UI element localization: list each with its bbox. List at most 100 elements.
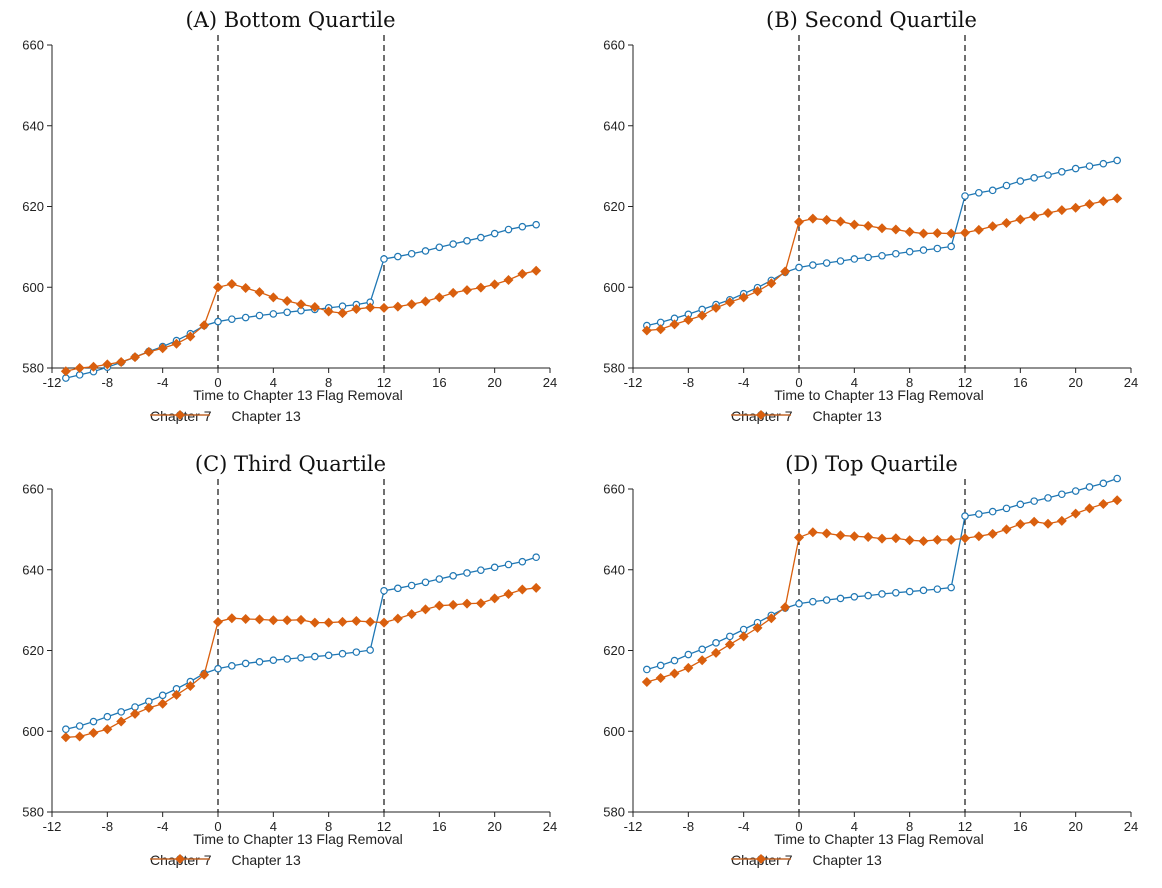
data-point-chapter-13 (1015, 519, 1026, 530)
data-point-chapter-13 (88, 361, 99, 372)
x-tick-label: 8 (325, 375, 332, 390)
data-point-chapter-7 (809, 261, 817, 269)
legend-label-chapter-13: Chapter 13 (231, 408, 301, 424)
panel-third-quartile: (C) Third Quartile 580 600 620 640 660 -12 -8 -… (0, 444, 581, 888)
data-point-chapter-7 (919, 586, 928, 595)
data-point-chapter-7 (961, 512, 969, 520)
data-point-chapter-7 (255, 311, 264, 320)
x-tick-label: -4 (738, 375, 750, 390)
data-point-chapter-7 (1113, 474, 1121, 483)
data-point-chapter-7 (698, 645, 706, 654)
data-point-chapter-13 (517, 268, 528, 279)
data-point-chapter-7 (864, 591, 872, 600)
y-tick-label: 580 (603, 805, 625, 820)
data-point-chapter-7 (463, 569, 471, 577)
data-point-chapter-13 (1043, 207, 1053, 218)
data-point-chapter-13 (669, 668, 680, 679)
data-point-chapter-13 (1070, 202, 1081, 213)
data-point-chapter-7 (1058, 167, 1066, 176)
data-point-chapter-13 (475, 282, 486, 293)
x-tick-label: -12 (43, 819, 62, 834)
data-point-chapter-13 (780, 602, 791, 613)
data-point-chapter-7 (1044, 171, 1052, 179)
data-point-chapter-13 (960, 533, 970, 544)
data-point-chapter-13 (420, 604, 431, 615)
data-point-chapter-13 (697, 655, 708, 666)
data-point-chapter-13 (60, 366, 71, 377)
data-point-chapter-13 (1056, 515, 1067, 526)
data-point-chapter-13 (392, 613, 403, 624)
data-point-chapter-7 (421, 578, 430, 587)
data-point-chapter-7 (283, 308, 291, 317)
data-point-chapter-7 (795, 599, 803, 608)
data-point-chapter-7 (988, 507, 997, 516)
x-tick-label: 4 (270, 819, 277, 834)
data-point-chapter-7 (117, 708, 125, 716)
x-tick-label: 24 (1124, 819, 1138, 834)
data-point-chapter-13 (724, 639, 735, 650)
chart-title: (C) Third Quartile (194, 452, 387, 476)
data-point-chapter-13 (1098, 498, 1109, 509)
chart-title: (D) Top Quartile (785, 452, 958, 476)
data-point-chapter-13 (1084, 503, 1095, 514)
x-tick-label: 16 (432, 819, 446, 834)
data-point-chapter-13 (683, 662, 694, 673)
data-point-chapter-7 (297, 653, 305, 662)
data-point-chapter-7 (643, 665, 651, 674)
data-point-chapter-7 (324, 651, 333, 660)
data-point-chapter-13 (406, 299, 417, 310)
data-point-chapter-7 (933, 585, 942, 593)
data-point-chapter-13 (1043, 518, 1053, 529)
x-tick-label: 16 (1013, 819, 1027, 834)
data-point-chapter-7 (214, 317, 222, 326)
y-tick-label: 600 (603, 724, 625, 739)
data-point-chapter-7 (1030, 497, 1038, 505)
data-point-chapter-7 (1016, 500, 1025, 509)
data-point-chapter-13 (1112, 193, 1123, 204)
data-point-chapter-13 (462, 285, 472, 296)
x-tick-label: -12 (624, 819, 643, 834)
y-tick-label: 580 (603, 361, 625, 376)
data-point-chapter-7 (1058, 490, 1066, 499)
data-point-chapter-13 (254, 614, 265, 625)
data-point-chapter-13 (475, 598, 486, 609)
chart-title: (A) Bottom Quartile (185, 8, 396, 32)
data-point-chapter-7 (975, 188, 983, 197)
data-point-chapter-13 (309, 617, 320, 628)
x-tick-label: 16 (432, 375, 446, 390)
data-point-chapter-7 (1085, 162, 1094, 170)
data-point-chapter-13 (74, 363, 85, 373)
y-tick-label: 660 (22, 38, 44, 53)
x-tick-label: -12 (43, 375, 62, 390)
x-tick-label: 20 (487, 375, 501, 390)
data-point-chapter-13 (863, 220, 874, 231)
data-point-chapter-7 (449, 572, 457, 580)
data-point-chapter-13 (738, 292, 749, 303)
data-point-chapter-13 (503, 274, 514, 285)
data-point-chapter-13 (323, 617, 334, 628)
y-tick-label: 580 (22, 361, 44, 376)
data-point-chapter-13 (268, 615, 279, 626)
data-point-chapter-13 (434, 600, 445, 611)
data-point-chapter-7 (892, 249, 900, 258)
y-tick-label: 600 (22, 724, 44, 739)
x-tick-label: -4 (157, 819, 169, 834)
data-point-chapter-13 (683, 314, 694, 325)
x-tick-label: 20 (1068, 375, 1082, 390)
data-point-chapter-7 (905, 587, 914, 596)
data-point-chapter-7 (1044, 494, 1052, 502)
x-tick-label: 12 (377, 375, 391, 390)
chart-svg: 580 600 620 640 660 -12 -8 -4 0 4 8 12 16 20 24 Time to… (22, 35, 557, 403)
data-point-chapter-13 (987, 528, 998, 539)
data-point-chapter-7 (905, 247, 914, 256)
data-point-chapter-13 (337, 308, 348, 319)
data-point-chapter-7 (850, 255, 859, 263)
chart-title: (B) Second Quartile (766, 8, 977, 32)
data-point-chapter-13 (849, 219, 860, 230)
data-point-chapter-13 (1084, 199, 1095, 210)
legend-marker-diamond-icon (150, 410, 210, 420)
data-point-chapter-13 (406, 609, 417, 620)
data-point-chapter-7 (822, 596, 831, 604)
data-point-chapter-7 (518, 557, 527, 566)
data-point-chapter-13 (282, 295, 293, 306)
